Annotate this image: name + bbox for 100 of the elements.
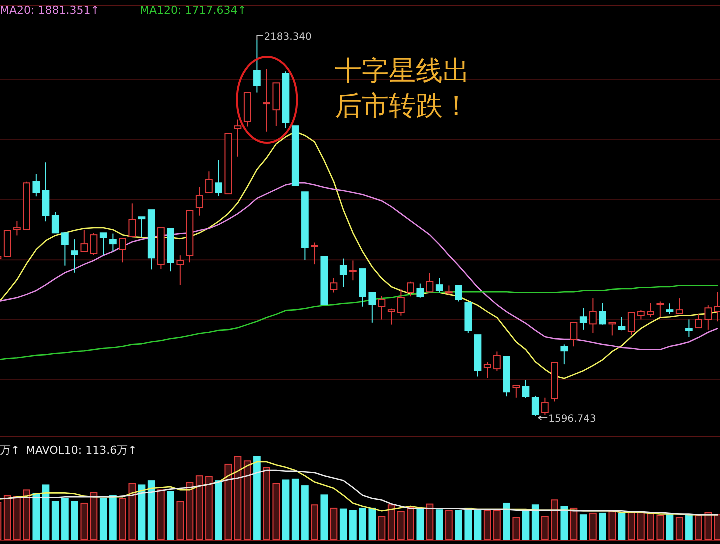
candlestick [676,298,684,314]
candlestick [686,319,693,338]
candlestick [647,302,654,318]
candlestick [206,171,213,194]
bar [426,504,434,540]
candlestick [608,322,616,336]
bar [522,511,530,540]
bar [590,512,597,540]
candlestick [666,303,674,316]
bar [23,490,30,540]
bar [282,480,290,540]
bar [110,496,117,540]
bar [378,516,386,540]
candlestick [138,216,146,238]
bar [254,456,261,540]
candlestick [378,295,386,320]
bar [215,480,222,540]
bar [263,467,270,540]
annotation: 万↑ [0,444,20,457]
bar [138,484,146,540]
candlestick [407,281,414,298]
candlestick [52,212,60,234]
bar [100,498,108,540]
candlestick [695,314,702,329]
candlestick [62,232,69,266]
bar [388,504,396,540]
bar [512,517,520,540]
bar [42,484,50,540]
bar [455,510,462,540]
candlestick [71,239,78,274]
candlestick [570,322,578,348]
bar [128,483,136,540]
candlestick [522,379,530,400]
bar [52,501,60,540]
bar [206,476,213,540]
candlestick [254,40,261,94]
candlestick [128,203,136,238]
bar [628,512,636,540]
bar [398,511,405,540]
candlestick [416,283,424,298]
bar [647,512,654,540]
candlestick [455,284,462,302]
annotation: 后市转跌！ [335,91,470,122]
candlestick [599,302,606,326]
bar [464,508,472,540]
bar [560,506,568,540]
candlestick [119,238,126,264]
candlestick [100,232,108,256]
bar [234,456,242,540]
bar [503,502,510,540]
bar [196,476,204,540]
candlestick [512,385,520,398]
bar [436,510,444,540]
bar [62,498,69,540]
bar [676,517,684,540]
bar [446,510,453,540]
candlestick [14,220,21,236]
bar [638,511,645,540]
candlestick [638,310,645,320]
candlestick [340,258,348,288]
bar [618,512,626,540]
bar [167,491,174,540]
bar [416,508,424,540]
bar [330,508,338,540]
bar [542,516,549,540]
text: MA20: 1881.351↑ [0,4,100,17]
bar [272,483,280,540]
bar [292,478,300,540]
bar [407,507,414,540]
annotation: 十字星线出 [335,56,470,87]
candlestick [330,278,338,294]
candlestick [350,260,357,282]
annotation: 1596.743 [548,414,596,425]
candlestick [426,273,434,294]
bar [302,486,309,540]
bar [311,504,318,540]
candlestick [628,312,636,336]
bar [148,480,156,540]
candlestick [618,316,626,332]
text: MA120: 1717.634↑ [140,4,247,17]
candlestick [398,289,405,316]
bar [244,460,252,540]
candlestick [388,308,396,326]
candlestick [90,232,98,256]
bar [350,510,357,540]
candlestick [704,305,712,330]
candlestick [215,160,222,196]
bar [4,496,12,540]
bar [608,511,616,540]
annotation: MAVOL10: 113.6万↑ [26,444,138,457]
candlestick [494,351,501,372]
candlestick [80,229,88,252]
candlestick [484,361,492,379]
bar [71,501,78,540]
candlestick [580,308,588,330]
bar [686,515,693,540]
bar [32,493,40,540]
bar [320,494,328,540]
bar [695,515,702,540]
candlestick [311,242,318,266]
